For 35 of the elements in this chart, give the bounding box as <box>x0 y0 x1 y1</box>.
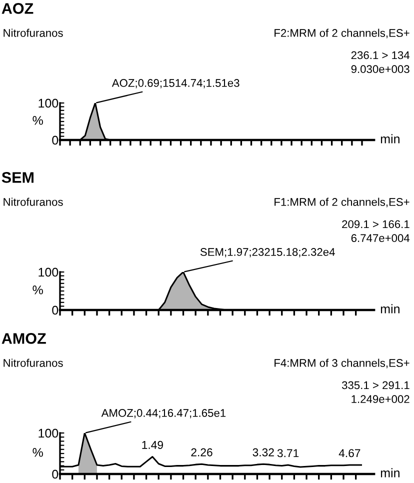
y-axis-title: % <box>32 116 43 125</box>
data-label: AMOZ;0.44;16.47;1.65e1 <box>101 409 226 418</box>
x-axis-title: min <box>380 304 400 314</box>
x-axis-title: min <box>380 468 400 478</box>
y-axis-title: % <box>32 286 43 294</box>
text: 1.249e+002 <box>352 395 410 404</box>
y-tick-label: 100 <box>38 428 58 438</box>
chart-subtitle: Nitrofuranos <box>4 358 63 367</box>
text: 209.1 > 166.1 <box>342 220 410 228</box>
data-label: AOZ;0.69;1514.74;1.51e3 <box>112 79 240 88</box>
text: 236.1 > 134 <box>351 51 410 60</box>
annotation: 1.49 <box>142 440 163 449</box>
annotation: 4.67 <box>338 449 360 458</box>
annotation: 3.32 <box>252 448 274 456</box>
y-tick-label: 100 <box>38 98 58 108</box>
annotation: 3.71 <box>277 449 299 458</box>
chart-title: AMOZ <box>2 333 46 344</box>
chart-title: SEM <box>2 172 34 183</box>
x-axis-title: min <box>380 134 400 144</box>
chart-title: AOZ <box>2 3 34 14</box>
text: 335.1 > 291.1 <box>342 381 410 390</box>
chart-subtitle: Nitrofuranos <box>4 28 63 37</box>
y-tick-label: 0 <box>52 306 58 315</box>
chart-subtitle: Nitrofuranos <box>4 198 63 206</box>
data-label: SEM;1.97;23215.18;2.32e4 <box>200 248 335 258</box>
annotation: 2.26 <box>191 448 212 456</box>
y-tick-label: 0 <box>52 136 58 145</box>
y-axis-title: % <box>32 448 43 457</box>
y-tick-label: 0 <box>52 470 58 479</box>
text: 6.747e+004 <box>351 234 410 242</box>
y-tick-label: 100 <box>38 268 58 277</box>
text: F4:MRM of 3 channels,ES+ <box>274 358 410 368</box>
text: F2:MRM of 2 channels,ES+ <box>274 28 410 38</box>
text: 9.030e+003 <box>351 65 410 74</box>
text: F1:MRM of 2 channels,ES+ <box>274 198 410 208</box>
